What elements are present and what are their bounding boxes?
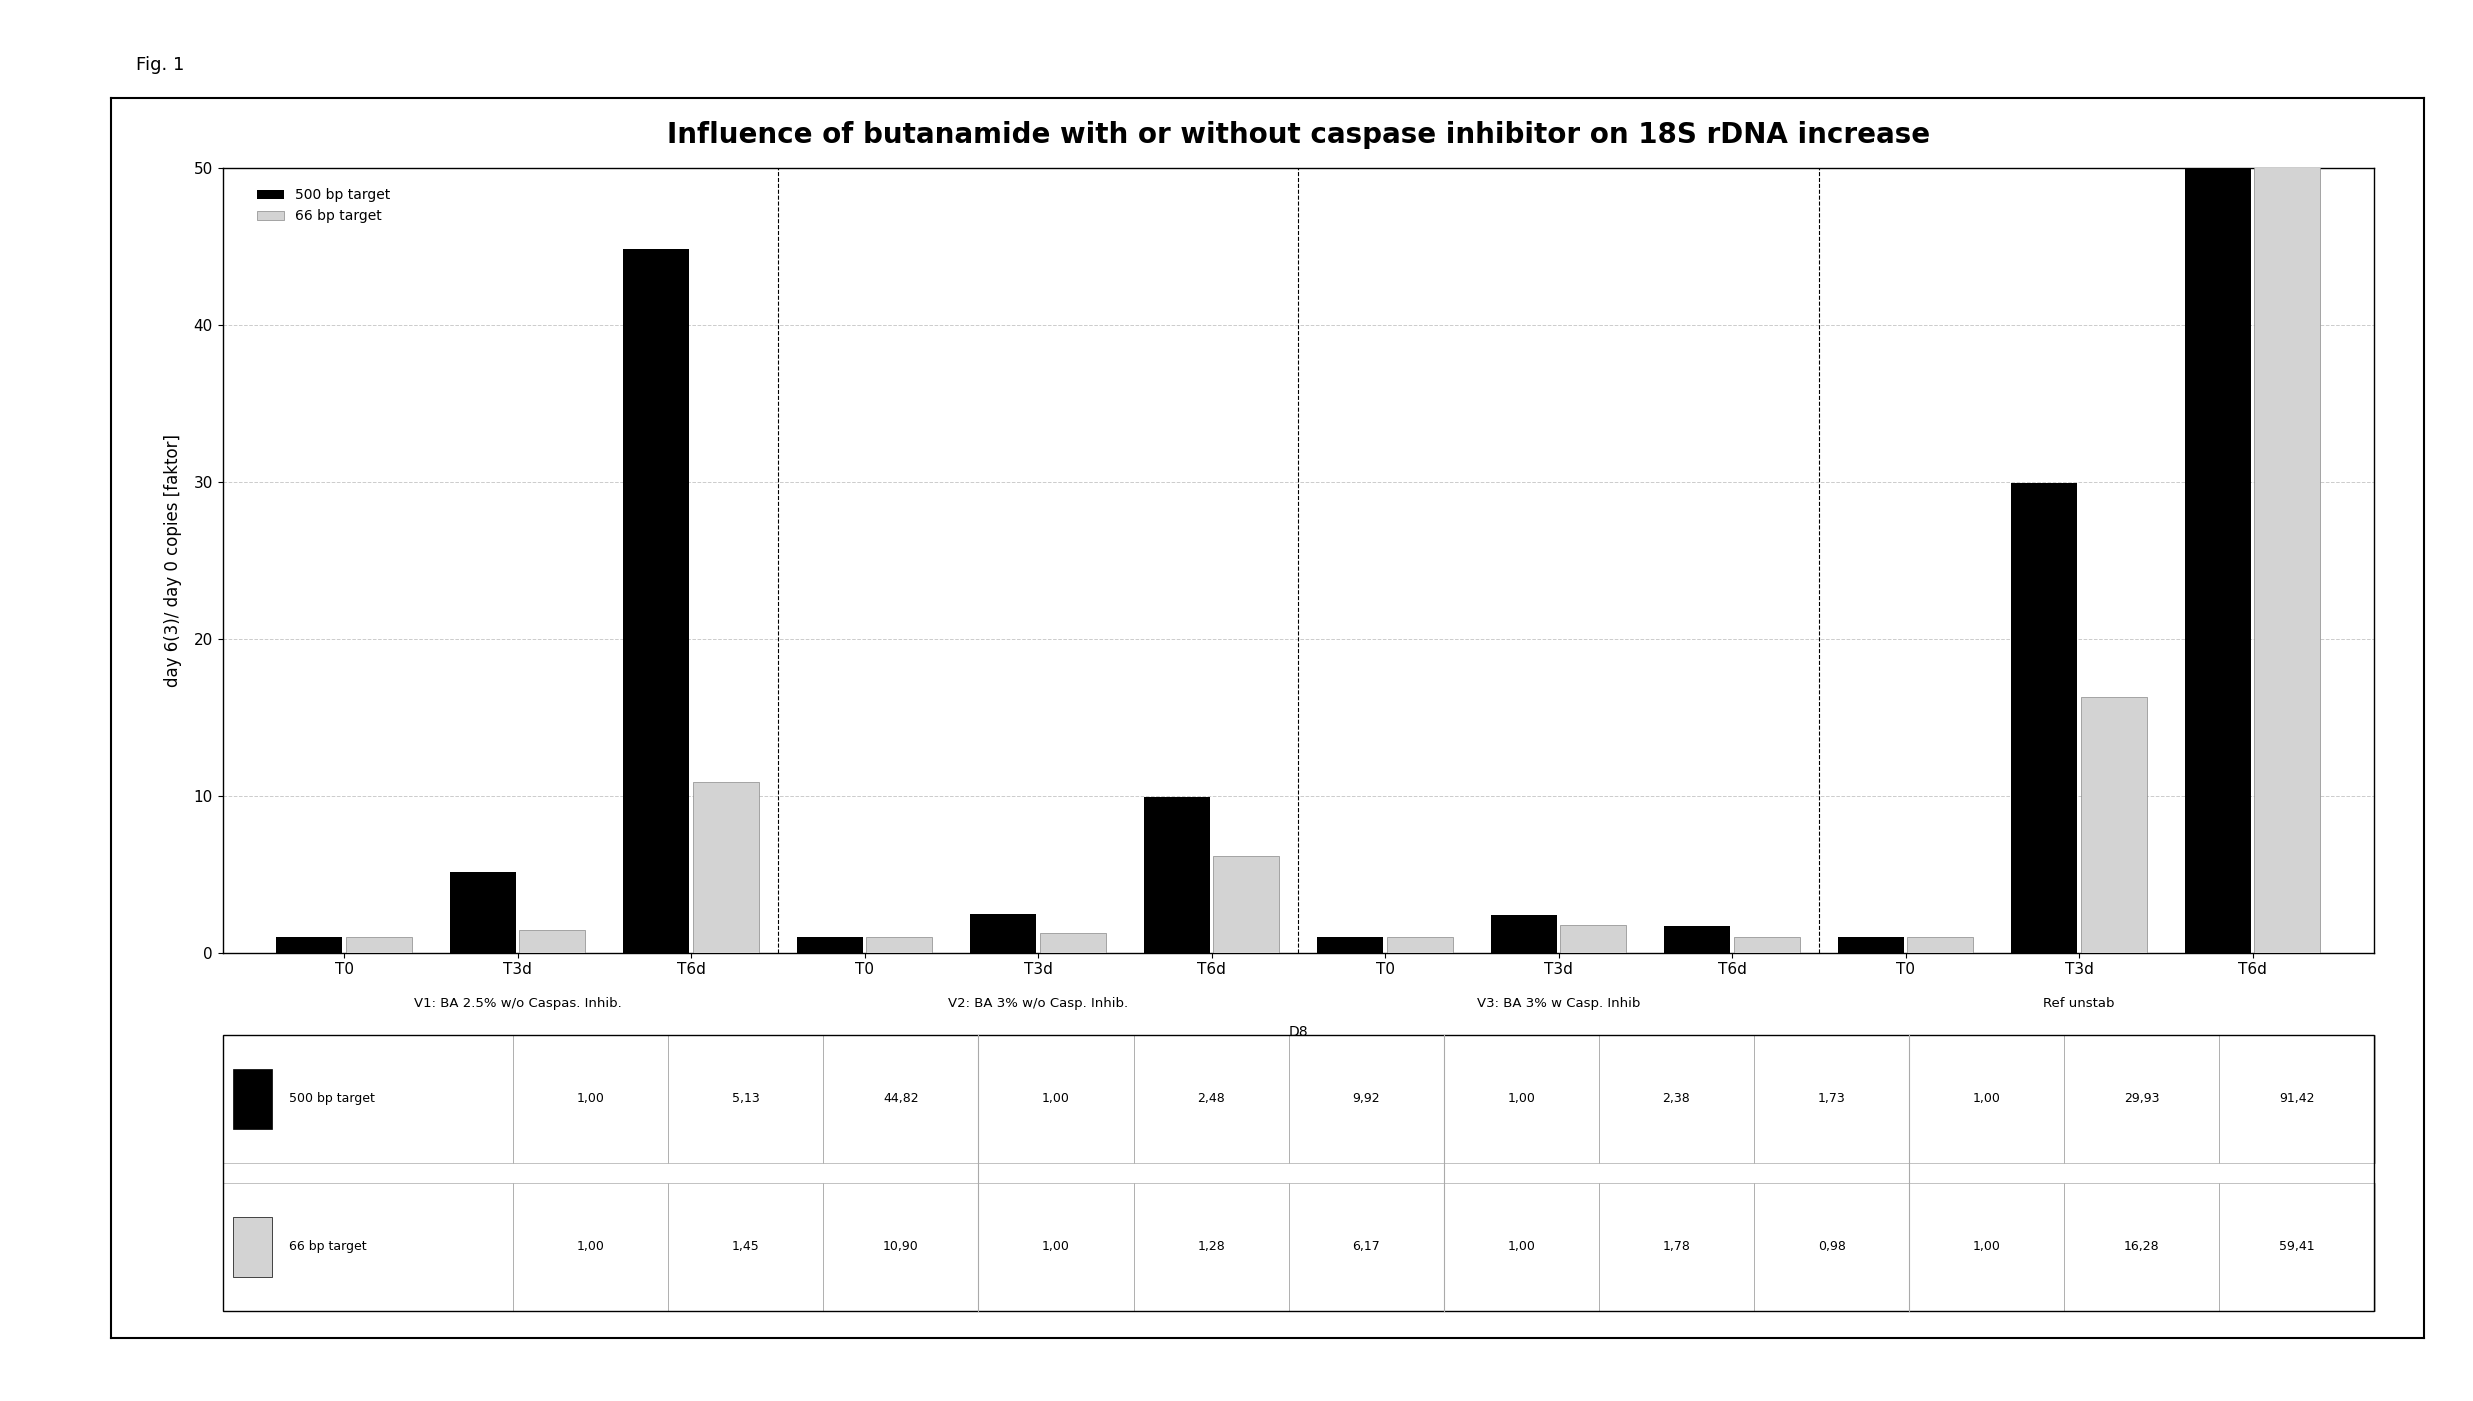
Text: 91,42: 91,42	[2280, 1093, 2315, 1105]
Bar	[2186, 0, 2250, 953]
Text: 1,00: 1,00	[1509, 1093, 1536, 1105]
Text: V1: BA 2.5% w/o Caspas. Inhib.: V1: BA 2.5% w/o Caspas. Inhib.	[413, 998, 621, 1010]
Bar	[223, 1182, 512, 1311]
Bar	[277, 937, 341, 953]
Bar	[232, 1069, 272, 1129]
Bar	[1145, 797, 1209, 953]
Bar	[1318, 937, 1382, 953]
Text: 1,45: 1,45	[732, 1240, 759, 1254]
Text: 10,90: 10,90	[883, 1240, 917, 1254]
Text: 1,73: 1,73	[1818, 1093, 1845, 1105]
Text: Fig. 1: Fig. 1	[136, 56, 185, 74]
Text: 1,00: 1,00	[1973, 1093, 2001, 1105]
Text: 500 bp target: 500 bp target	[289, 1093, 376, 1105]
Text: 1,00: 1,00	[576, 1093, 603, 1105]
Legend: 500 bp target, 66 bp target: 500 bp target, 66 bp target	[252, 184, 396, 228]
Text: 1,00: 1,00	[1041, 1093, 1071, 1105]
Bar	[2065, 1182, 2218, 1311]
Text: 0,98: 0,98	[1818, 1240, 1845, 1254]
Bar	[2011, 483, 2077, 953]
Bar	[1288, 1035, 1444, 1163]
Text: 2,48: 2,48	[1197, 1093, 1224, 1105]
Bar	[2080, 698, 2147, 953]
Bar	[1734, 937, 1800, 953]
Bar	[668, 1182, 824, 1311]
Bar	[512, 1182, 668, 1311]
Bar	[1753, 1035, 1909, 1163]
Bar	[1133, 1035, 1288, 1163]
Bar	[824, 1182, 979, 1311]
Bar	[1444, 1035, 1600, 1163]
Bar	[1444, 1182, 1600, 1311]
Bar	[979, 1182, 1133, 1311]
Bar	[1909, 1182, 2065, 1311]
Text: 1,00: 1,00	[1509, 1240, 1536, 1254]
Bar	[450, 873, 517, 953]
Bar	[1600, 1182, 1753, 1311]
Bar	[1288, 1182, 1444, 1311]
Text: 1,00: 1,00	[576, 1240, 603, 1254]
Bar	[1600, 1035, 1753, 1163]
Bar	[623, 249, 690, 953]
Text: 29,93: 29,93	[2124, 1093, 2159, 1105]
Text: 66 bp target: 66 bp target	[289, 1240, 366, 1254]
Bar	[979, 1035, 1133, 1163]
Bar	[1753, 1182, 1909, 1311]
Title: Influence of butanamide with or without caspase inhibitor on 18S rDNA increase: Influence of butanamide with or without …	[668, 120, 1929, 149]
Bar	[1907, 937, 1973, 953]
Bar	[692, 782, 759, 953]
Bar	[232, 1216, 272, 1278]
Bar	[824, 1035, 979, 1163]
Bar	[1837, 937, 1904, 953]
Text: 59,41: 59,41	[2280, 1240, 2315, 1254]
Text: V3: BA 3% w Casp. Inhib: V3: BA 3% w Casp. Inhib	[1476, 998, 1640, 1010]
Text: D8: D8	[1288, 1026, 1308, 1040]
Text: 9,92: 9,92	[1353, 1093, 1380, 1105]
Bar	[969, 913, 1036, 953]
Bar	[668, 1035, 824, 1163]
Text: 1,00: 1,00	[1041, 1240, 1071, 1254]
Bar	[1664, 926, 1731, 953]
Text: 1,28: 1,28	[1197, 1240, 1224, 1254]
Text: 6,17: 6,17	[1353, 1240, 1380, 1254]
Text: 5,13: 5,13	[732, 1093, 759, 1105]
Text: 1,78: 1,78	[1662, 1240, 1692, 1254]
Text: V2: BA 3% w/o Casp. Inhib.: V2: BA 3% w/o Casp. Inhib.	[947, 998, 1128, 1010]
Bar	[346, 937, 411, 953]
Text: 1,00: 1,00	[1973, 1240, 2001, 1254]
Bar	[223, 1035, 512, 1163]
Bar	[223, 1035, 2374, 1311]
Bar	[519, 930, 586, 953]
Bar	[1214, 856, 1279, 953]
Bar	[796, 937, 863, 953]
Bar	[1387, 937, 1452, 953]
Bar	[1560, 925, 1627, 953]
Bar	[512, 1035, 668, 1163]
Bar	[866, 937, 932, 953]
Bar	[2218, 1182, 2374, 1311]
Bar	[2255, 21, 2320, 953]
Y-axis label: day 6(3)/ day 0 copies [faktor]: day 6(3)/ day 0 copies [faktor]	[163, 434, 183, 686]
Text: Ref unstab: Ref unstab	[2043, 998, 2114, 1010]
Text: 44,82: 44,82	[883, 1093, 917, 1105]
Bar	[1133, 1182, 1288, 1311]
Bar	[1491, 915, 1558, 953]
Bar	[1909, 1035, 2065, 1163]
Text: 2,38: 2,38	[1662, 1093, 1692, 1105]
Bar	[2218, 1035, 2374, 1163]
Text: 16,28: 16,28	[2124, 1240, 2159, 1254]
Bar	[2065, 1035, 2218, 1163]
Bar	[1039, 933, 1105, 953]
